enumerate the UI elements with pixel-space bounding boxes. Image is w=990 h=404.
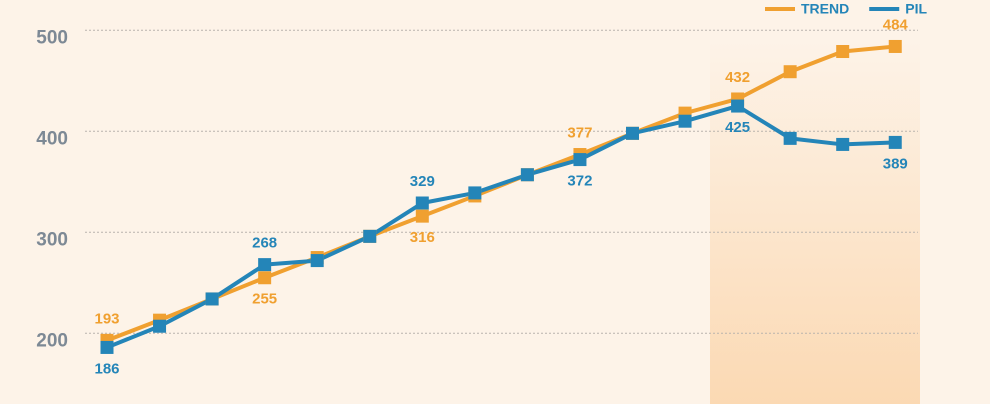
point-marker (731, 99, 745, 113)
data-label: 255 (252, 291, 277, 308)
data-label: 432 (725, 69, 750, 86)
point-marker (888, 135, 902, 149)
data-label: 377 (567, 124, 592, 141)
point-marker (678, 114, 692, 128)
legend-label: PIL (905, 1, 927, 17)
data-label: 268 (252, 235, 277, 252)
data-label: 389 (883, 155, 908, 172)
point-marker (888, 39, 902, 53)
point-marker (153, 319, 167, 333)
point-marker (468, 186, 482, 200)
legend-label: TREND (801, 1, 849, 17)
data-label: 186 (94, 360, 119, 377)
data-label: 372 (567, 173, 592, 190)
point-marker (415, 209, 429, 223)
point-marker (100, 340, 114, 354)
point-marker (626, 126, 639, 140)
series-line (106, 104, 896, 350)
point-marker (258, 271, 272, 285)
point-marker (310, 254, 324, 268)
point-marker (783, 131, 797, 145)
y-tick-label: 500 (36, 27, 68, 48)
point-marker (415, 196, 429, 210)
y-tick-label: 200 (36, 330, 68, 351)
data-label: 425 (725, 119, 750, 136)
point-marker (520, 168, 534, 182)
y-tick-label: 300 (36, 229, 68, 250)
data-label: 329 (410, 173, 435, 190)
data-label: 316 (410, 229, 435, 246)
data-label: 193 (94, 310, 119, 327)
point-marker (836, 45, 850, 59)
y-tick-label: 400 (36, 128, 68, 149)
point-marker (836, 137, 850, 151)
point-marker (783, 65, 797, 79)
point-marker (258, 258, 272, 272)
point-marker (205, 292, 219, 306)
point-marker (573, 153, 587, 167)
point-marker (363, 229, 377, 243)
data-label: 484 (883, 16, 909, 33)
forecast-band (710, 40, 920, 404)
